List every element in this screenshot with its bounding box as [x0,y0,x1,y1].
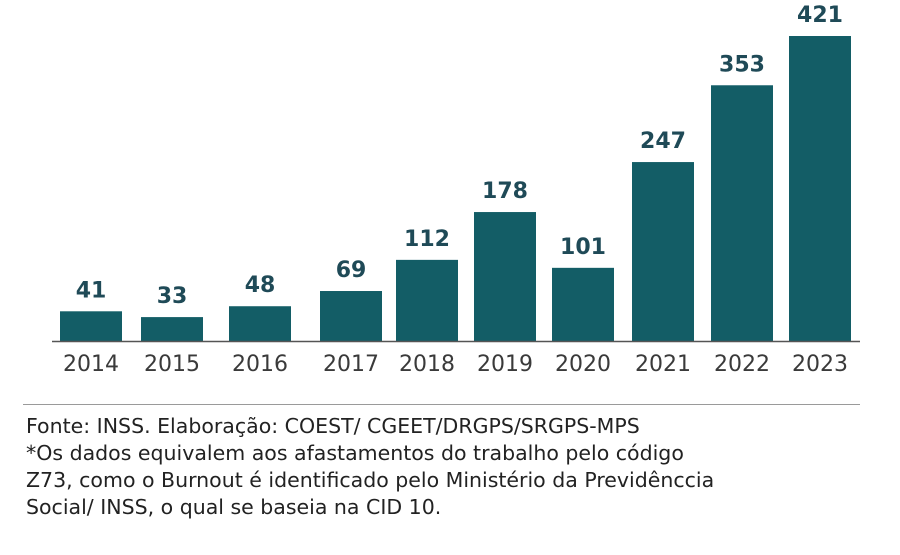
bar-2016 [229,306,291,341]
source-line: Fonte: INSS. Elaboração: COEST/ CGEET/DR… [26,414,640,438]
value-labels-group: 41 33 48 69 112 178 101 247 353 421 [76,3,843,309]
value-label-2017: 69 [336,258,367,283]
note-line-3: Social/ INSS, o qual se baseia na CID 10… [26,495,442,519]
value-label-2023: 421 [797,3,843,28]
value-label-2016: 48 [245,273,276,298]
value-label-2018: 112 [404,227,450,252]
value-label-2022: 353 [719,52,765,77]
x-tick-2023: 2023 [792,352,848,377]
footnote-divider [23,404,860,405]
bar-2023 [789,36,851,342]
x-tick-2016: 2016 [232,352,288,377]
bar-2017 [320,291,382,341]
note-line-2: Z73, como o Burnout é identificado pelo … [26,468,715,492]
footnote: Fonte: INSS. Elaboração: COEST/ CGEET/DR… [26,413,876,521]
x-tick-labels-group: 2014 2015 2016 2017 2018 2019 2020 2021 2022 2023 [63,352,848,377]
x-tick-2022: 2022 [714,352,770,377]
bar-2015 [141,317,203,341]
x-tick-2017: 2017 [323,352,379,377]
value-label-2019: 178 [482,179,528,204]
x-tick-2014: 2014 [63,352,119,377]
bar-2020 [552,267,614,341]
bars-group [60,36,851,342]
bar-2018 [396,259,458,341]
value-label-2021: 247 [640,129,686,154]
x-tick-2021: 2021 [635,352,691,377]
value-label-2020: 101 [560,235,606,260]
value-label-2015: 33 [157,284,188,309]
bar-2021 [632,162,694,341]
note-line-1: *Os dados equivalem aos afastamentos do … [26,441,684,465]
x-tick-2019: 2019 [477,352,533,377]
bar-2014 [60,311,122,341]
bar-2022 [711,85,773,341]
x-tick-2020: 2020 [555,352,611,377]
x-tick-2015: 2015 [144,352,200,377]
x-tick-2018: 2018 [399,352,455,377]
value-label-2014: 41 [76,278,107,303]
bar-2019 [474,212,536,341]
